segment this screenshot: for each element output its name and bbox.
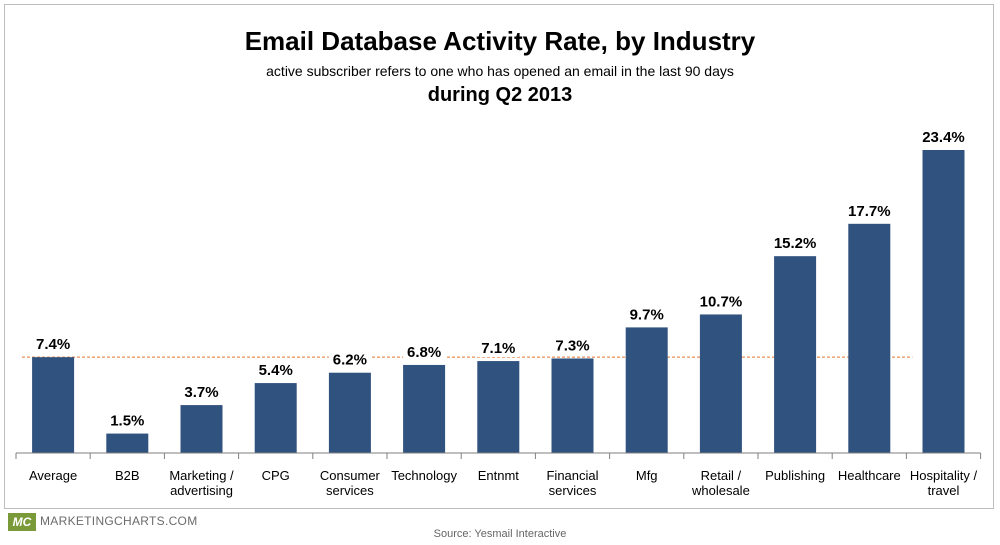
value-label-background (625, 305, 668, 324)
category-label: Consumer (320, 468, 381, 483)
bar-12 (922, 150, 965, 453)
value-label: 10.7% (700, 293, 743, 310)
bar-5 (403, 364, 446, 453)
value-label-background (769, 234, 821, 253)
bar-3 (254, 383, 297, 453)
value-label-background (918, 128, 969, 146)
value-label: 17.7% (848, 203, 891, 220)
value-label-background (106, 411, 149, 430)
bar-0 (32, 357, 75, 453)
category-label: Mfg (636, 468, 658, 483)
bar-6 (477, 361, 520, 453)
bar-7 (551, 358, 594, 453)
category-label: CPG (262, 468, 290, 483)
value-label: 23.4% (922, 129, 965, 146)
bar-8 (625, 327, 668, 453)
logo-text: MARKETINGCHARTS.COM (40, 514, 198, 528)
value-label-background (254, 361, 297, 380)
category-label: services (549, 483, 597, 498)
category-label: Average (29, 468, 77, 483)
value-label-background (551, 336, 594, 355)
category-label: Healthcare (838, 468, 901, 483)
value-label: 7.4% (36, 336, 70, 353)
bar-2 (180, 405, 223, 453)
category-label: Retail / (701, 468, 742, 483)
value-label: 6.2% (333, 352, 367, 369)
value-label-background (695, 292, 747, 311)
category-label: Hospitality / (910, 468, 978, 483)
chart-title: Email Database Activity Rate, by Industr… (244, 26, 756, 56)
value-label: 9.7% (630, 306, 664, 323)
value-label-background (843, 201, 895, 220)
category-label: Financial (546, 468, 598, 483)
bar-9 (699, 314, 742, 453)
value-label-background (180, 383, 223, 402)
chart-subtitle: active subscriber refers to one who has … (266, 63, 734, 79)
category-label: Technology (391, 468, 457, 483)
bar-4 (328, 372, 371, 453)
value-label-background (328, 350, 371, 369)
category-label: Entnmt (478, 468, 520, 483)
value-label: 1.5% (110, 413, 144, 430)
source-note: Source: Yesmail Interactive (433, 528, 567, 540)
category-label: services (326, 483, 374, 498)
category-label: wholesale (691, 483, 750, 498)
marketingcharts-logo-icon: MC (8, 513, 36, 531)
value-label-background (477, 339, 520, 358)
value-label: 5.4% (259, 362, 293, 379)
category-label: Marketing / (169, 468, 234, 483)
value-label: 6.8% (407, 344, 441, 361)
category-label: advertising (170, 483, 233, 498)
chart-period: during Q2 2013 (427, 84, 573, 106)
bar-10 (774, 256, 817, 453)
chart-frame (4, 4, 994, 509)
value-label-background (32, 335, 75, 354)
value-label: 7.3% (555, 337, 589, 354)
value-label: 7.1% (481, 340, 515, 357)
category-label: B2B (115, 468, 140, 483)
bar-11 (848, 223, 891, 453)
value-label: 15.2% (774, 235, 817, 252)
value-label: 3.7% (184, 384, 218, 401)
category-label: Publishing (765, 468, 825, 483)
category-label: travel (928, 483, 960, 498)
value-label-background (403, 342, 446, 361)
bar-1 (106, 433, 149, 453)
